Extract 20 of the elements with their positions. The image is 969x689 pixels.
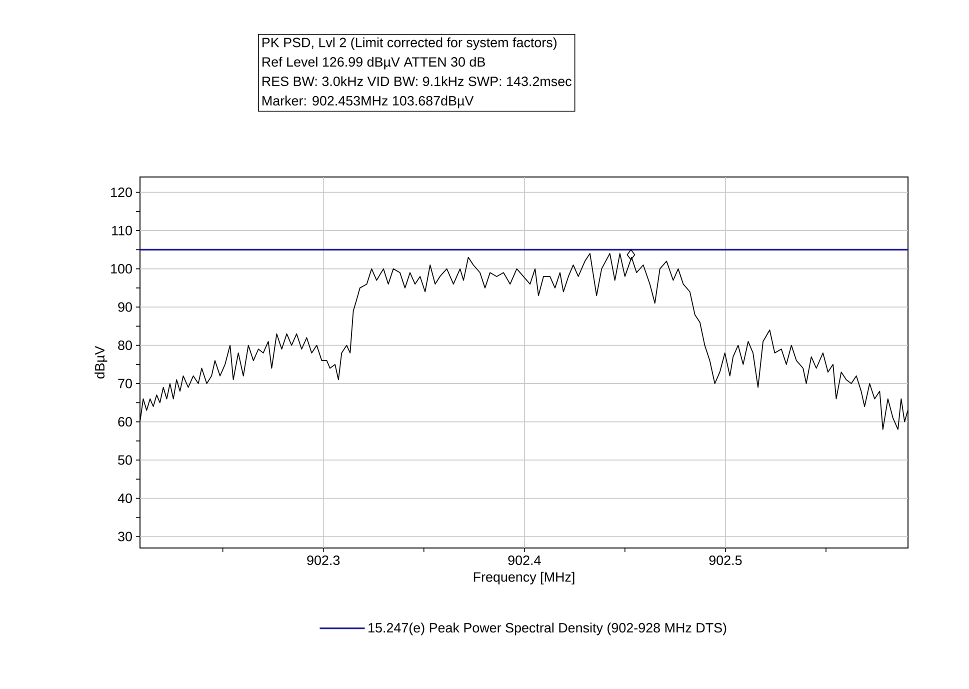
- y-tick-label: 90: [118, 302, 132, 312]
- y-tick-label: 50: [118, 455, 132, 465]
- x-tick-label: 902.5: [709, 556, 742, 566]
- y-tick-label: 70: [118, 378, 132, 388]
- y-tick-label: 30: [118, 532, 132, 542]
- x-tick-label: 902.3: [307, 556, 340, 566]
- y-tick-label: 40: [118, 494, 132, 504]
- y-tick-label: 60: [118, 417, 132, 427]
- y-axis-title: dBµV: [94, 346, 108, 379]
- text: Ref Level 126.99 dBµV ATTEN 30 dB: [262, 56, 485, 70]
- chart-title: PK PSD, Lvl 2 (Limit corrected for system factors): [262, 37, 557, 50]
- x-axis-title: Frequency [MHz]: [474, 572, 574, 584]
- legend-label: 15.247(e) Peak Power Spectral Density (902-928 MHz DTS): [368, 622, 726, 636]
- y-tick-label: 80: [118, 340, 132, 350]
- y-tick-label: 120: [111, 188, 132, 198]
- text: Marker: 902.453MHz 103.687dBµV: [262, 96, 474, 108]
- y-tick-label: 100: [111, 264, 132, 274]
- y-tick-label: 110: [112, 226, 132, 236]
- text: RES BW: 3.0kHz VID BW: 9.1kHz SWP: 143.2msec: [262, 76, 572, 86]
- x-tick-label: 902.4: [508, 556, 541, 566]
